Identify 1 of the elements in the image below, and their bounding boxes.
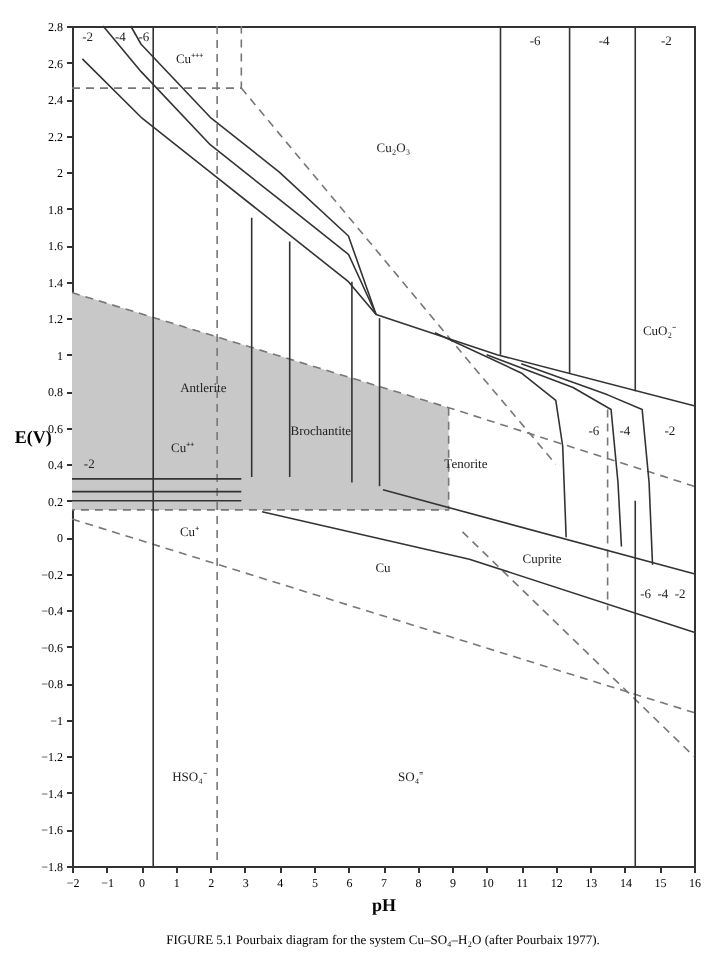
x-axis-title: pH <box>371 895 397 915</box>
